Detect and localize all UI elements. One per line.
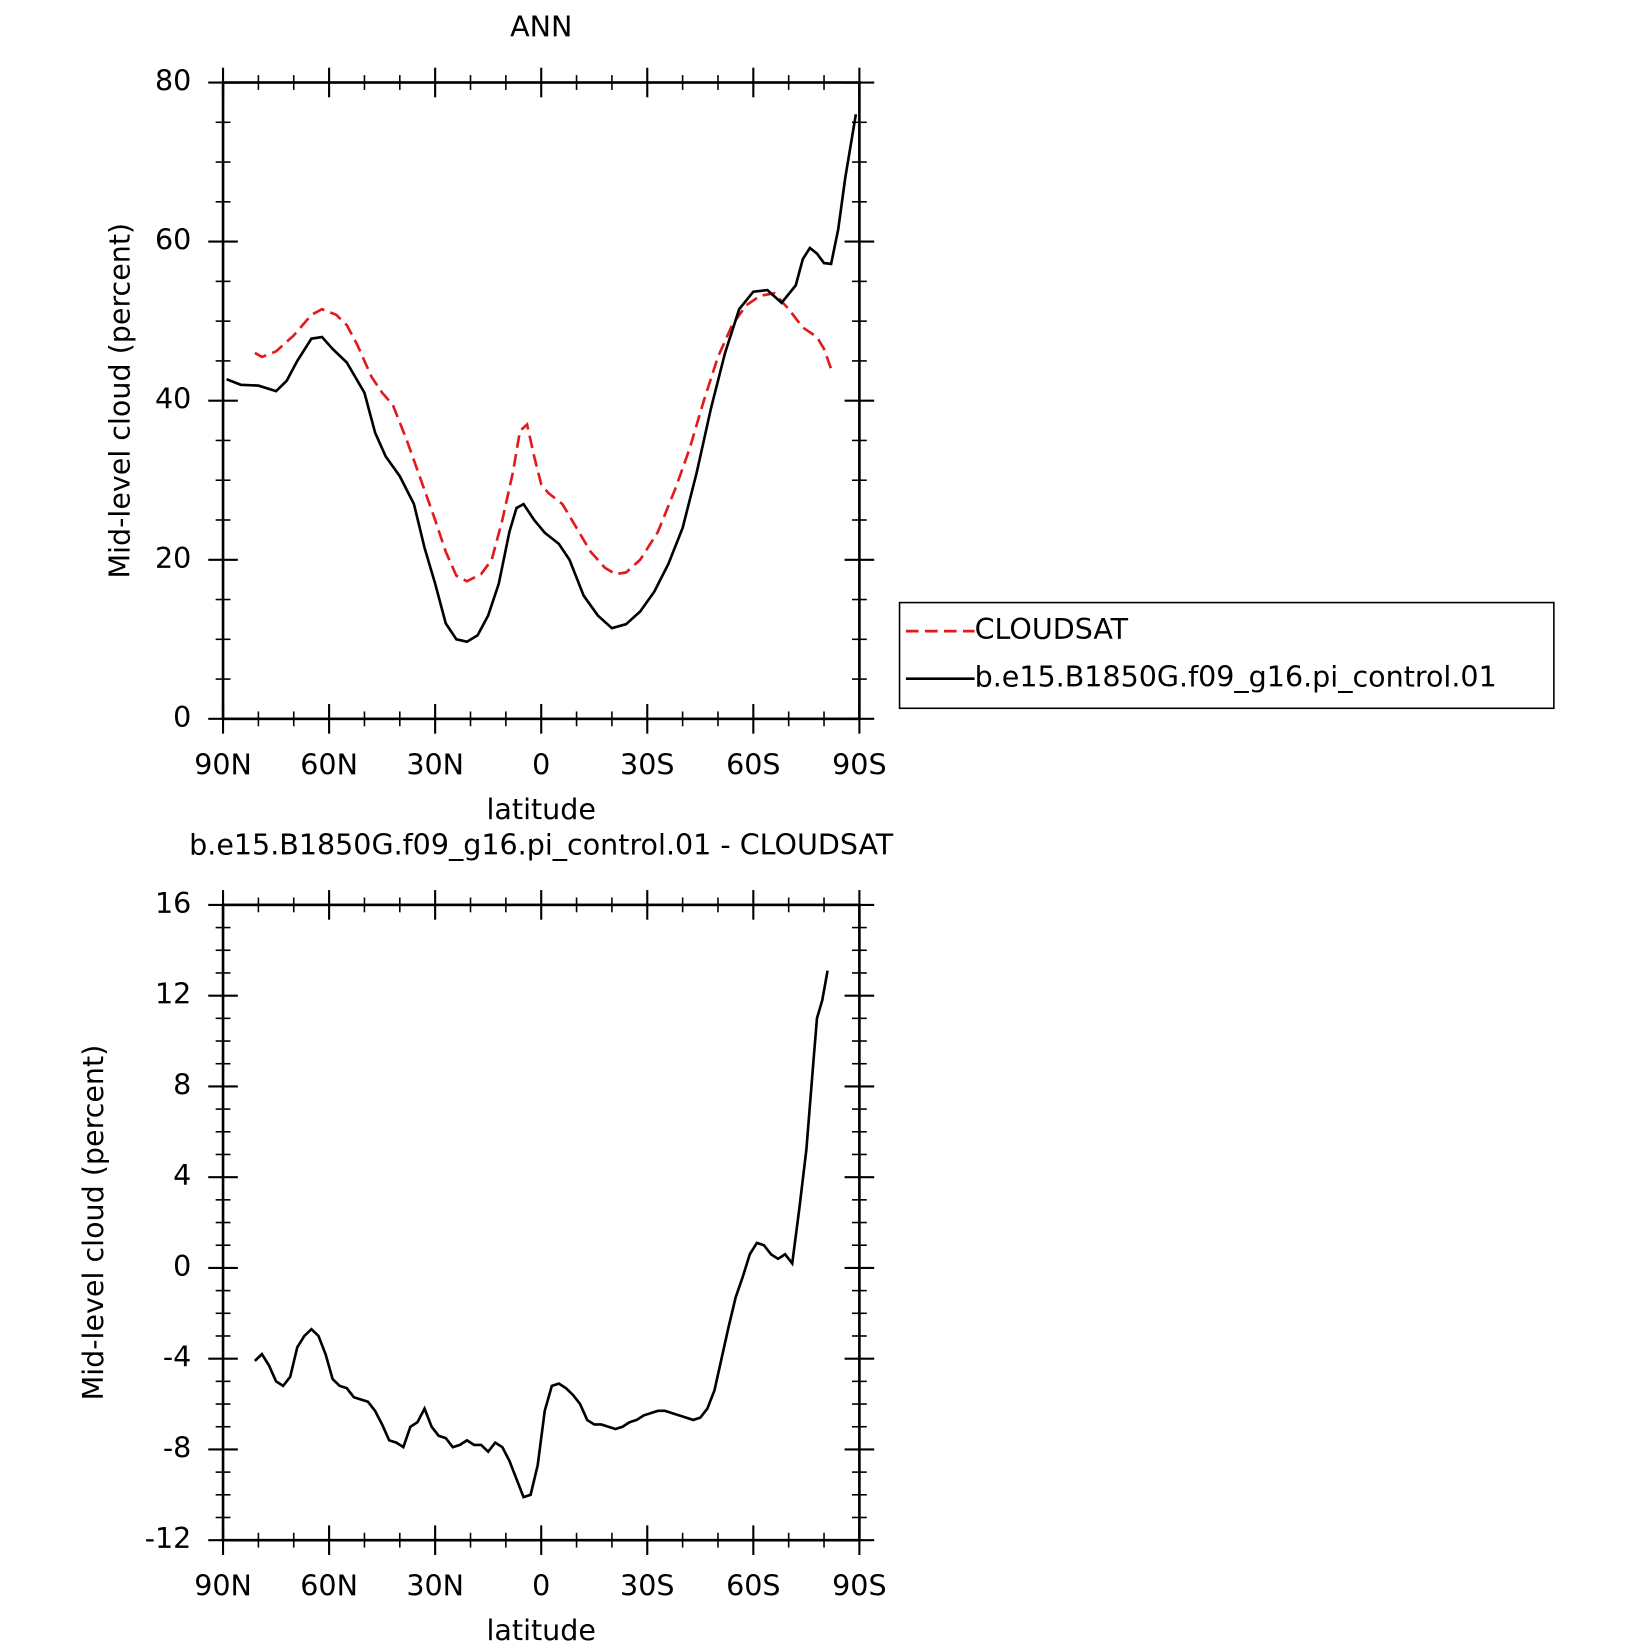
legend: CLOUDSAT b.e15.B1850G.f09_g16.pi_control.… xyxy=(898,601,1555,710)
y-tick-label: 20 xyxy=(155,542,191,575)
x-axis-label: latitude xyxy=(486,793,595,826)
x-tick-label: 90N xyxy=(194,748,252,781)
x-tick-label: 30N xyxy=(406,1570,464,1603)
y-tick-label: -4 xyxy=(163,1341,191,1374)
y-tick-label: -8 xyxy=(163,1431,191,1464)
x-tick-label: 30S xyxy=(620,1570,674,1603)
difference-line xyxy=(253,970,829,1499)
plot-frame xyxy=(221,903,861,1542)
y-tick-label: 8 xyxy=(173,1068,191,1101)
legend-label: b.e15.B1850G.f09_g16.pi_control.01 xyxy=(975,661,1497,694)
y-tick-label: 12 xyxy=(155,978,191,1011)
y-axis-label: Mid-level cloud (percent) xyxy=(104,223,137,579)
x-tick-label: 60S xyxy=(726,1570,780,1603)
y-tick-label: 0 xyxy=(173,1250,191,1283)
y-tick-label: 4 xyxy=(173,1159,191,1192)
chart-title: b.e15.B1850G.f09_g16.pi_control.01 - CLO… xyxy=(189,829,894,862)
y-tick-label: 40 xyxy=(155,383,191,416)
x-axis-label: latitude xyxy=(486,1614,595,1647)
x-tick-label: 60S xyxy=(726,748,780,781)
legend-box xyxy=(898,601,1555,710)
panel: b.e15.B1850G.f09_g16.pi_control.01 - CLO… xyxy=(77,829,894,1647)
x-tick-label: 90S xyxy=(832,1570,886,1603)
x-tick-label: 90N xyxy=(194,1570,252,1603)
y-axis-label: Mid-level cloud (percent) xyxy=(77,1045,110,1401)
x-tick-label: 0 xyxy=(532,748,550,781)
panel: ANN latitude Mid-level cloud (percent) 0 20 4… xyxy=(104,11,1555,826)
x-tick-label: 90S xyxy=(832,748,886,781)
chart-title: ANN xyxy=(510,11,572,44)
x-tick-label: 60N xyxy=(300,1570,358,1603)
plot-frame xyxy=(221,81,861,721)
x-tick-label: 60N xyxy=(300,748,358,781)
y-tick-label: 80 xyxy=(155,65,191,98)
legend-label: CLOUDSAT xyxy=(975,613,1129,646)
x-tick-label: 0 xyxy=(532,1570,550,1603)
y-tick-label: -12 xyxy=(145,1522,192,1555)
y-tick-label: 16 xyxy=(155,887,191,920)
series-line xyxy=(226,114,858,644)
y-tick-label: 60 xyxy=(155,224,191,257)
x-tick-label: 30N xyxy=(406,748,464,781)
x-tick-label: 30S xyxy=(620,748,674,781)
series-line xyxy=(254,291,833,583)
y-tick-label: 0 xyxy=(173,701,191,734)
